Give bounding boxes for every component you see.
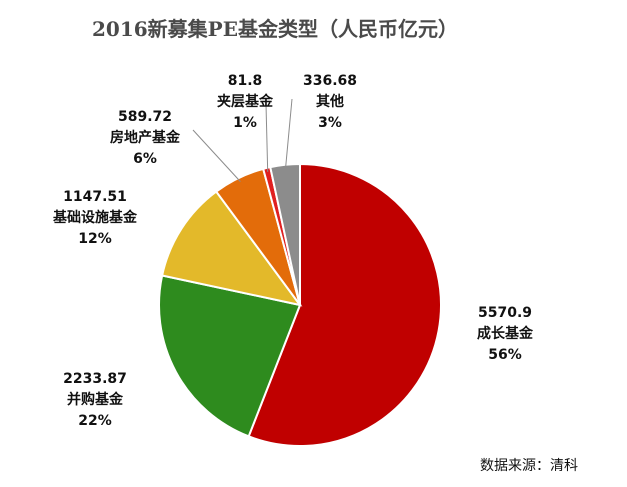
leader-lines [192, 98, 293, 182]
slice-percent-label: 56% [488, 347, 522, 363]
pie-slice [160, 190, 303, 307]
slice-value-label: 5570.9 [478, 305, 532, 321]
pie-slice [269, 162, 301, 306]
source-note: 数据来源：清科 [480, 458, 578, 474]
pie-slices [158, 162, 442, 447]
slice-name-label: 基础设施基金 [53, 209, 138, 226]
leader-line [265, 103, 269, 172]
slice-percent-label: 3% [318, 115, 342, 131]
pie-slice [247, 162, 442, 447]
slice-percent-label: 12% [78, 231, 112, 247]
slice-percent-label: 6% [133, 151, 157, 167]
slice-labels: 5570.9 成长基金 56% 2233.87 并购基金 22% 1147.51 基础设施基金… [53, 73, 534, 429]
slice-percent-label: 22% [78, 413, 112, 429]
slice-value-label: 1147.51 [63, 189, 127, 205]
leader-line [285, 98, 293, 169]
slice-name-label: 成长基金 [477, 325, 534, 342]
chart-title: 2016新募集PE基金类型（人民币亿元） [92, 17, 458, 41]
slice-value-label: 336.68 [303, 73, 357, 89]
slice-value-label: 2233.87 [63, 371, 127, 387]
slice-value-label: 589.72 [118, 109, 172, 125]
slice-name-label: 夹层基金 [217, 93, 274, 110]
slice-name-label: 并购基金 [67, 391, 124, 408]
slice-value-label: 81.8 [228, 73, 263, 89]
leader-line [192, 129, 241, 182]
slice-name-label: 房地产基金 [110, 129, 181, 146]
slice-percent-label: 1% [233, 115, 257, 131]
pie-slice [158, 274, 302, 438]
slice-name-label: 其他 [316, 93, 344, 110]
